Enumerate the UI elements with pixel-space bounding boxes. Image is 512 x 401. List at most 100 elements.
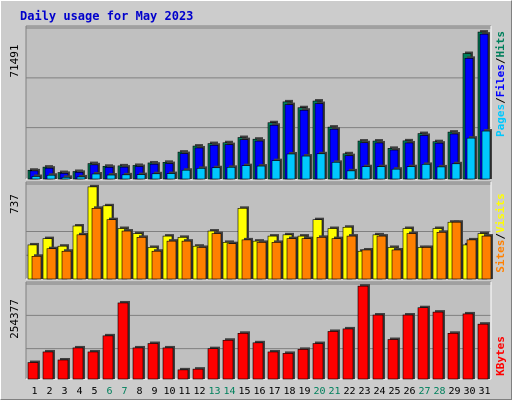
x-tick-label-day-3: 3 — [61, 386, 67, 397]
kbytes-bar-day-28 — [432, 311, 444, 380]
sites-bar-day-5 — [91, 208, 102, 280]
pages-bar-day-11 — [181, 169, 191, 180]
kbytes-bar-day-23 — [357, 285, 369, 380]
x-tick-label-day-14: 14 — [223, 386, 235, 397]
x-tick-label-day-4: 4 — [76, 386, 82, 397]
x-tick-label-day-24: 24 — [373, 386, 385, 397]
kbytes-bar-day-18 — [282, 353, 294, 380]
legend-sites-visits-part-2: Visits — [494, 193, 507, 233]
legend-pages-files-hits: Pages/Files/Hits — [494, 31, 507, 137]
kbytes-bar-day-31 — [477, 323, 489, 380]
kbytes-bar-day-21 — [327, 331, 339, 380]
sites-bar-day-11 — [181, 240, 192, 280]
sites-bar-day-13 — [211, 233, 222, 280]
kbytes-bar-day-3 — [57, 359, 69, 380]
sites-bar-day-31 — [481, 235, 492, 280]
pages-bar-day-30 — [466, 137, 476, 180]
x-tick-label-day-25: 25 — [388, 386, 400, 397]
pages-bar-day-2 — [46, 174, 56, 180]
kbytes-bar-day-10 — [162, 347, 174, 380]
pages-bar-day-21 — [331, 162, 341, 180]
pages-bar-day-17 — [271, 160, 281, 180]
sites-bar-day-17 — [271, 242, 282, 280]
pages-bar-day-7 — [121, 174, 131, 180]
sites-bar-day-3 — [61, 250, 72, 280]
sites-bar-day-9 — [151, 250, 162, 280]
sites-bar-day-24 — [376, 235, 387, 280]
kbytes-bar-day-19 — [297, 349, 309, 380]
sites-bar-day-16 — [256, 242, 267, 280]
kbytes-bar-day-16 — [252, 342, 264, 380]
kbytes-bar-day-1 — [27, 362, 39, 380]
kbytes-bar-day-24 — [372, 314, 384, 380]
sites-bar-day-22 — [346, 235, 357, 280]
pages-bar-day-5 — [91, 173, 101, 180]
pages-bar-day-29 — [451, 163, 461, 180]
kbytes-bar-day-30 — [462, 313, 474, 380]
legend-kbytes: KBytes — [494, 336, 507, 376]
x-tick-label-day-21: 21 — [328, 386, 340, 397]
pages-bar-day-9 — [151, 173, 161, 180]
sites-bar-day-7 — [121, 230, 132, 280]
x-tick-label-day-23: 23 — [358, 386, 370, 397]
pages-bar-day-24 — [376, 166, 386, 180]
kbytes-bar-day-2 — [42, 351, 54, 380]
pages-bar-day-25 — [391, 168, 401, 180]
legend-pages-files-hits-part-3: / — [494, 57, 507, 64]
legend-pages-files-hits-part-4: Hits — [494, 31, 507, 58]
pages-bar-day-16 — [256, 165, 266, 180]
kbytes-bar-day-6 — [102, 335, 114, 380]
pages-bar-day-6 — [106, 174, 116, 180]
sites-bar-day-15 — [241, 239, 252, 280]
kbytes-bar-day-27 — [417, 307, 429, 380]
sites-bar-day-21 — [331, 238, 342, 280]
x-tick-label-day-13: 13 — [208, 386, 220, 397]
sites-bar-day-4 — [76, 234, 87, 280]
sites-bar-day-30 — [466, 239, 477, 280]
kbytes-bar-day-8 — [132, 347, 144, 380]
pages-bar-day-20 — [316, 153, 326, 180]
sites-bar-day-2 — [46, 248, 57, 280]
sites-bar-day-14 — [226, 243, 237, 280]
x-tick-label-day-30: 30 — [463, 386, 475, 397]
sites-bar-day-27 — [421, 247, 432, 280]
x-tick-label-day-7: 7 — [121, 386, 127, 397]
y-max-label-bottom: 254377 — [8, 299, 21, 339]
kbytes-bar-day-26 — [402, 314, 414, 380]
kbytes-bar-day-29 — [447, 333, 459, 380]
pages-bar-day-8 — [136, 174, 146, 180]
kbytes-bar-day-14 — [222, 339, 234, 380]
x-tick-label-day-31: 31 — [478, 386, 490, 397]
kbytes-bar-day-25 — [387, 339, 399, 380]
legend-kbytes-part-0: KBytes — [494, 336, 507, 376]
kbytes-bar-day-13 — [207, 348, 219, 380]
sites-bar-day-1 — [31, 255, 42, 280]
x-tick-label-day-6: 6 — [106, 386, 112, 397]
kbytes-bar-day-9 — [147, 343, 159, 380]
sites-bar-day-25 — [391, 249, 402, 280]
sites-bar-day-19 — [301, 238, 312, 280]
x-tick-label-day-2: 2 — [46, 386, 52, 397]
sites-bar-day-26 — [406, 233, 417, 280]
x-tick-label-day-19: 19 — [298, 386, 310, 397]
legend-pages-files-hits-part-0: Pages — [494, 104, 507, 137]
x-tick-label-day-17: 17 — [268, 386, 280, 397]
legend-pages-files-hits-part-2: Files — [494, 64, 507, 97]
kbytes-bar-day-7 — [117, 302, 129, 380]
x-tick-label-day-12: 12 — [193, 386, 205, 397]
x-tick-label-day-27: 27 — [418, 386, 430, 397]
x-tick-label-day-5: 5 — [91, 386, 97, 397]
sites-bar-day-20 — [316, 237, 327, 280]
pages-bar-day-13 — [211, 167, 221, 180]
sites-bar-day-18 — [286, 238, 297, 280]
y-max-label-top: 71491 — [8, 44, 21, 77]
pages-bar-day-19 — [301, 155, 311, 180]
kbytes-bar-day-17 — [267, 351, 279, 380]
legend-sites-visits-part-1: / — [494, 233, 507, 240]
pages-bar-day-4 — [76, 176, 86, 180]
x-tick-label-day-15: 15 — [238, 386, 250, 397]
pages-bar-day-1 — [31, 176, 41, 180]
sites-bar-day-6 — [106, 219, 117, 280]
